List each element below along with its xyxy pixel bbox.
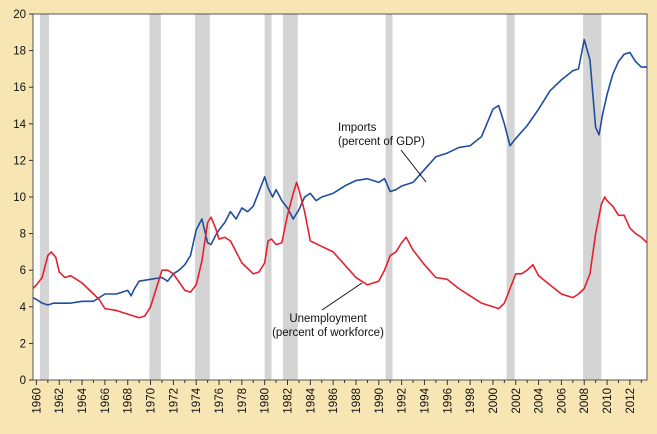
x-tick-label-1998: 1998 [465,388,477,414]
recession-bands [39,14,602,380]
x-tick-label-2006: 2006 [556,388,568,414]
y-axis: 0 2 4 6 8 10 12 14 16 18 20 [13,9,33,387]
recession-band-2 [195,14,210,380]
x-tick-label-1966: 1966 [100,388,112,414]
x-tick-label-2004: 2004 [534,387,546,413]
recession-band-7 [583,14,602,380]
x-tick-label-1968: 1968 [123,388,135,414]
annotations: Imports (percent of GDP) Unemployment (p… [272,122,427,339]
x-tick-label-1964: 1964 [77,387,89,413]
y-tick-label-8: 8 [20,229,26,241]
unemployment-annotation-line1: Unemployment [289,313,367,325]
unemployment-annotation-line2: (percent of workforce) [272,327,384,339]
x-tick-label-1992: 1992 [397,388,409,414]
recession-band-4 [282,14,298,380]
y-tick-label-18: 18 [13,46,26,58]
x-tick-label-1988: 1988 [351,388,363,414]
x-tick-label-1978: 1978 [237,388,249,414]
y-tick-label-0: 0 [20,375,26,387]
recession-band-1 [149,14,161,380]
x-tick-label-1986: 1986 [328,388,340,414]
x-tick-label-1972: 1972 [168,388,180,414]
y-tick-label-10: 10 [13,192,26,204]
x-tick-label-1994: 1994 [419,387,431,413]
x-tick-label-1980: 1980 [260,388,272,414]
y-tick-label-14: 14 [13,119,26,131]
unemployment-pointer [321,282,363,311]
recession-band-6 [506,14,515,380]
x-tick-label-1974: 1974 [191,387,203,413]
x-tick-label-1976: 1976 [214,388,226,414]
x-tick-label-2010: 2010 [602,388,614,414]
y-tick-label-6: 6 [20,265,26,277]
imports-pointer [400,149,427,183]
x-tick-label-1984: 1984 [305,387,317,413]
x-tick-label-1970: 1970 [146,388,158,414]
unemployment-line [32,181,648,319]
imports-line [32,38,647,306]
plot-area [32,13,648,381]
x-tick-label-1990: 1990 [374,388,386,414]
x-tick-label-2008: 2008 [579,388,591,414]
recession-band-5 [385,14,393,380]
imports-annotation-line1: Imports [338,122,377,134]
recession-band-3 [264,14,272,380]
series-lines [32,38,648,319]
y-tick-label-4: 4 [20,302,27,314]
recession-band-0 [39,14,49,380]
x-tick-label-1982: 1982 [283,388,295,414]
imports-annotation-line2: (percent of GDP) [338,136,425,148]
y-tick-label-12: 12 [13,155,26,167]
x-tick-label-1996: 1996 [442,388,454,414]
x-tick-label-2000: 2000 [488,388,500,414]
x-axis: 1960 1962 1964 1966 1968 1970 1972 1974 1976 1978… [31,380,642,414]
y-tick-label-2: 2 [20,338,26,350]
x-tick-label-1962: 1962 [54,388,66,414]
x-tick-label-2012: 2012 [625,388,637,414]
x-tick-label-1960: 1960 [31,388,43,414]
y-tick-label-20: 20 [13,9,26,21]
y-tick-label-16: 16 [13,82,26,94]
x-tick-label-2002: 2002 [511,388,523,414]
